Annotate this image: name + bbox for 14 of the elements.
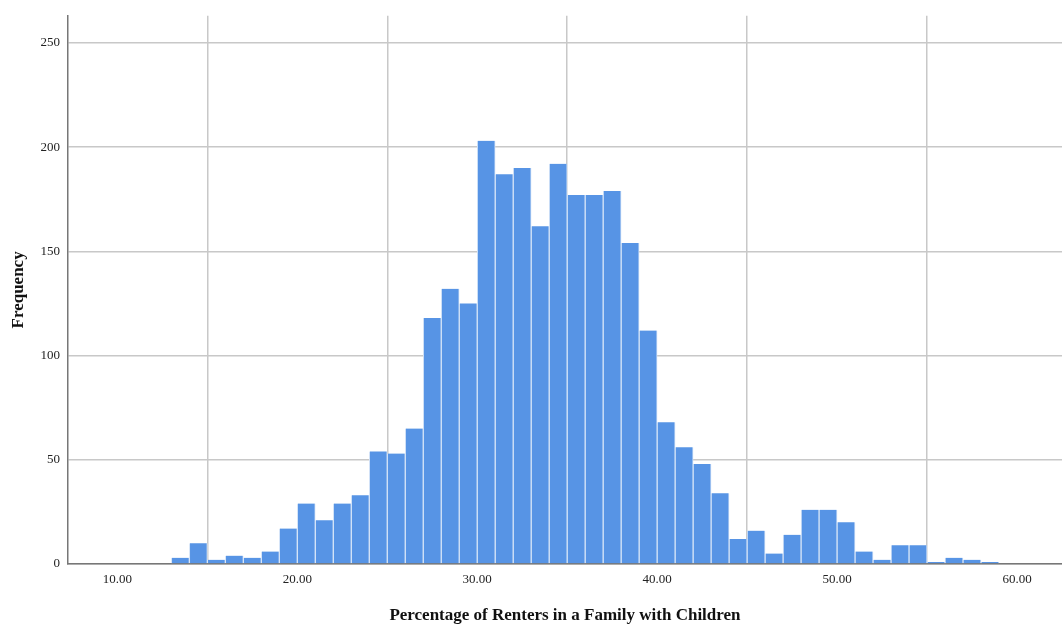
x-tick-label: 30.00: [462, 571, 492, 587]
x-tick-label: 10.00: [102, 571, 133, 587]
y-tick-label: 250: [40, 34, 60, 50]
y-axis-title: Frequency: [7, 250, 27, 329]
x-tick-label: 60.00: [1002, 571, 1032, 587]
x-axis-title: Percentage of Renters in a Family with Children: [389, 605, 742, 625]
y-tick-label: 150: [40, 242, 60, 258]
y-tick-label: 100: [40, 346, 60, 362]
x-tick-label: 40.00: [642, 571, 672, 587]
x-tick-label: 20.00: [282, 571, 312, 587]
y-tick-label: 50: [46, 451, 60, 467]
x-tick-label: 50.00: [822, 571, 852, 587]
y-tick-label: 200: [40, 138, 60, 154]
y-tick-label: 0: [53, 555, 60, 571]
